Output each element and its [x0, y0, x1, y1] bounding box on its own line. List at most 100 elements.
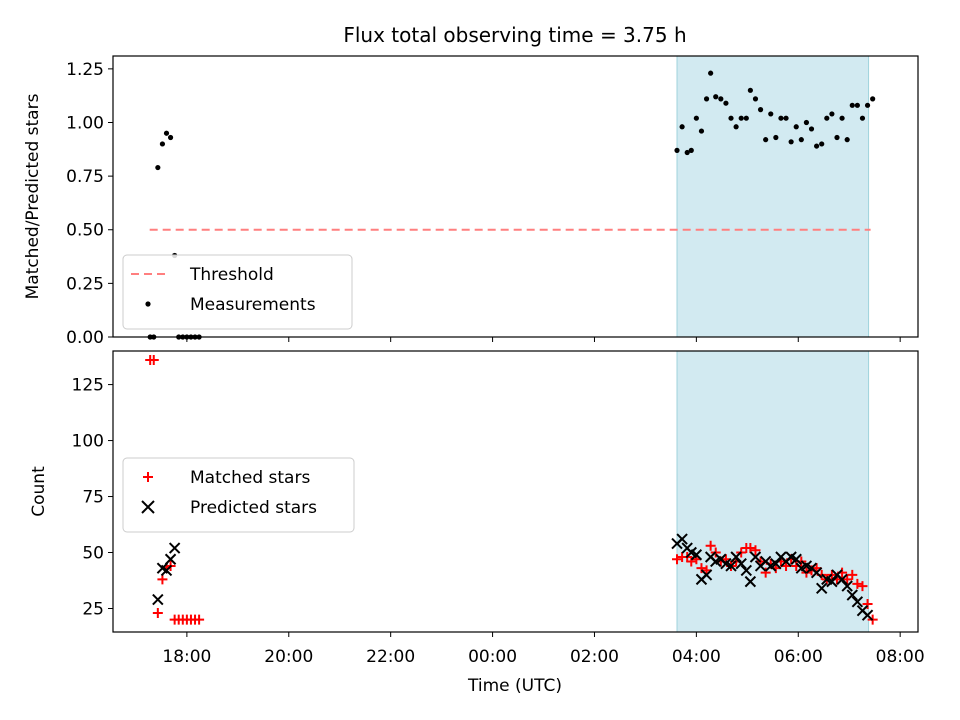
matched-star-point [705, 540, 716, 551]
y-tick-label: 0.25 [66, 274, 104, 294]
measurement-point [752, 96, 759, 102]
y-axis-label: Matched/Predicted stars [23, 93, 43, 299]
measurement-point [834, 134, 840, 141]
legend-matched-swatch [143, 472, 153, 482]
measurement-point [743, 115, 749, 121]
predicted-star-point [744, 575, 757, 588]
measurement-point [674, 147, 680, 153]
predicted-star-point [815, 582, 828, 595]
measurement-point [155, 164, 161, 171]
measurement-point [747, 87, 753, 93]
measurement-point [698, 128, 705, 134]
measurement-point [803, 119, 810, 126]
y-tick-label: 125 [72, 376, 104, 396]
predicted-star-point [735, 558, 747, 570]
measurement-point [854, 102, 860, 108]
matched-star-point [686, 556, 697, 567]
measurement-point [798, 137, 804, 143]
measurement-point [723, 100, 729, 106]
predicted-star-point [810, 566, 823, 579]
measurement-point [844, 137, 850, 143]
matched-star-point [847, 569, 858, 580]
measurement-point [163, 130, 170, 136]
y-tick-label: 100 [72, 432, 104, 452]
measurement-point [718, 96, 724, 102]
y-tick-label: 1.25 [66, 60, 104, 80]
x-tick-label: 04:00 [672, 647, 721, 667]
measurement-point [819, 141, 825, 147]
y-tick-label: 0.00 [66, 328, 104, 348]
predicted-star-point [851, 596, 864, 608]
measurement-point [824, 115, 830, 121]
measurement-point [708, 70, 714, 76]
measurement-point [684, 149, 690, 156]
predicted-star-point [841, 580, 853, 592]
legend-label: Threshold [189, 265, 274, 285]
legend-label: Matched stars [190, 468, 310, 488]
measurement-point [713, 94, 719, 100]
y-tick-label: 0.75 [66, 167, 104, 187]
legend-predicted-swatch [141, 500, 155, 514]
matched-star-point [862, 599, 873, 610]
measurement-point [788, 139, 794, 145]
matched-star-point [852, 578, 863, 589]
measurement-point [808, 126, 815, 132]
measurement-point [159, 141, 166, 147]
x-tick-label: 02:00 [570, 647, 619, 667]
predicted-star-point [836, 573, 848, 586]
measurement-point [839, 115, 845, 121]
measurement-point [793, 124, 799, 130]
predicted-star-point [826, 575, 838, 588]
predicted-star-point [168, 542, 181, 554]
legend-measurement-swatch [145, 301, 151, 307]
matched-star-point [745, 543, 756, 554]
chart-title: Flux total observing time = 3.75 h [343, 23, 686, 47]
legend-label: Measurements [190, 295, 316, 315]
x-tick-label: 18:00 [162, 647, 211, 667]
matched-star-point [672, 554, 683, 565]
predicted-star-point [740, 564, 753, 577]
measurement-point [829, 111, 835, 117]
measurement-point [778, 115, 784, 121]
measurement-point [783, 115, 789, 121]
matched-star-point [696, 563, 707, 574]
predicted-star-point [160, 564, 173, 577]
legend-box [122, 457, 355, 533]
measurement-point [733, 124, 739, 130]
matched-star-point [750, 545, 761, 556]
y-tick-label: 1.00 [66, 113, 104, 133]
axes-frame [112, 55, 919, 338]
predicted-star-point [700, 569, 713, 581]
predicted-star-point [690, 549, 703, 561]
measurement-point [757, 107, 764, 113]
x-tick-label: 08:00 [876, 647, 925, 667]
measurement-point [768, 111, 774, 117]
measurement-point [773, 134, 779, 141]
measurement-panel: 0.00 0.25 0.50 0.75 1.00 1.25 Matched/Predicte… [23, 55, 919, 348]
y-tick-label: 25 [82, 599, 104, 619]
matched-star-point [194, 614, 205, 625]
predicted-star-point [676, 533, 688, 545]
matched-star-point [760, 567, 771, 578]
x-tick-label: 22:00 [366, 647, 415, 667]
y-tick-label: 0.50 [66, 221, 104, 241]
predicted-star-point [861, 609, 874, 621]
measurement-point [693, 115, 699, 121]
predicted-star-point [725, 560, 737, 572]
y-tick-label: 50 [82, 544, 104, 564]
measurement-point [870, 96, 876, 102]
observing-span-shade [676, 55, 870, 338]
predicted-star-point [790, 553, 802, 565]
count-panel: 25 50 75 100 125 18:00 20:00 22:00 00:00 02:00 04:… [29, 350, 925, 667]
matched-star-point [842, 574, 853, 585]
measurement-point [849, 102, 855, 108]
legend-label: Predicted stars [190, 498, 317, 518]
predicted-star-point [770, 558, 782, 570]
measurement-point [864, 102, 871, 108]
axes-frame [112, 350, 919, 633]
measurement-point [859, 115, 866, 121]
observing-span-shade [676, 350, 870, 633]
matched-star-point [857, 581, 868, 592]
matched-star-point [148, 354, 159, 365]
